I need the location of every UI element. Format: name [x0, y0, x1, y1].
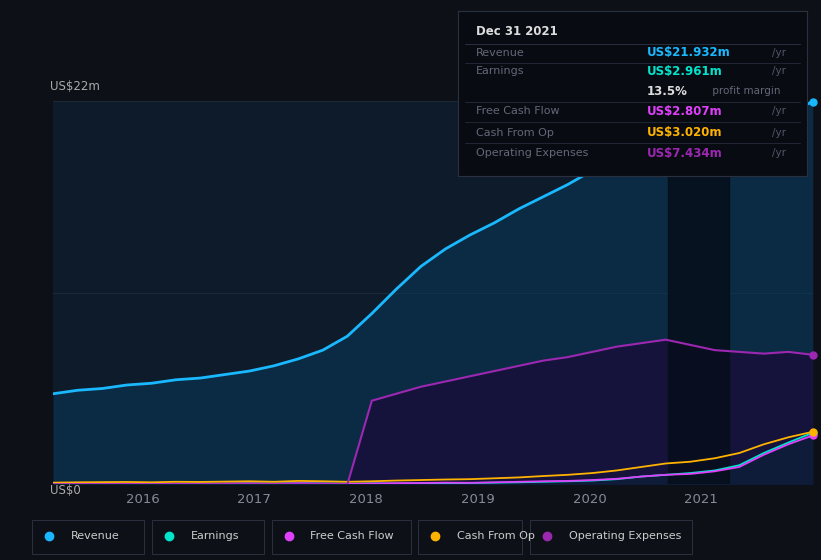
Text: Free Cash Flow: Free Cash Flow [310, 531, 394, 541]
Text: US$22m: US$22m [49, 80, 99, 93]
Text: profit margin: profit margin [709, 86, 781, 96]
Text: US$7.434m: US$7.434m [647, 147, 722, 160]
Text: /yr: /yr [772, 48, 787, 58]
Text: US$2.961m: US$2.961m [647, 65, 722, 78]
Bar [667, 101, 729, 484]
Text: Revenue: Revenue [71, 531, 120, 541]
Text: Operating Expenses: Operating Expenses [475, 148, 588, 158]
Text: /yr: /yr [772, 128, 787, 138]
Text: Earnings: Earnings [190, 531, 239, 541]
Text: US$3.020m: US$3.020m [647, 126, 722, 139]
Text: /yr: /yr [772, 148, 787, 158]
Text: 13.5%: 13.5% [647, 85, 687, 98]
Text: Free Cash Flow: Free Cash Flow [475, 106, 559, 116]
Text: Revenue: Revenue [475, 48, 525, 58]
Text: Cash From Op: Cash From Op [475, 128, 553, 138]
Text: Operating Expenses: Operating Expenses [569, 531, 681, 541]
Text: US$2.807m: US$2.807m [647, 105, 722, 118]
Text: /yr: /yr [772, 67, 787, 77]
Text: US$21.932m: US$21.932m [647, 46, 731, 59]
Text: /yr: /yr [772, 106, 787, 116]
Text: US$0: US$0 [49, 484, 80, 497]
Text: Earnings: Earnings [475, 67, 524, 77]
Text: Cash From Op: Cash From Op [456, 531, 534, 541]
Text: Dec 31 2021: Dec 31 2021 [475, 25, 557, 38]
